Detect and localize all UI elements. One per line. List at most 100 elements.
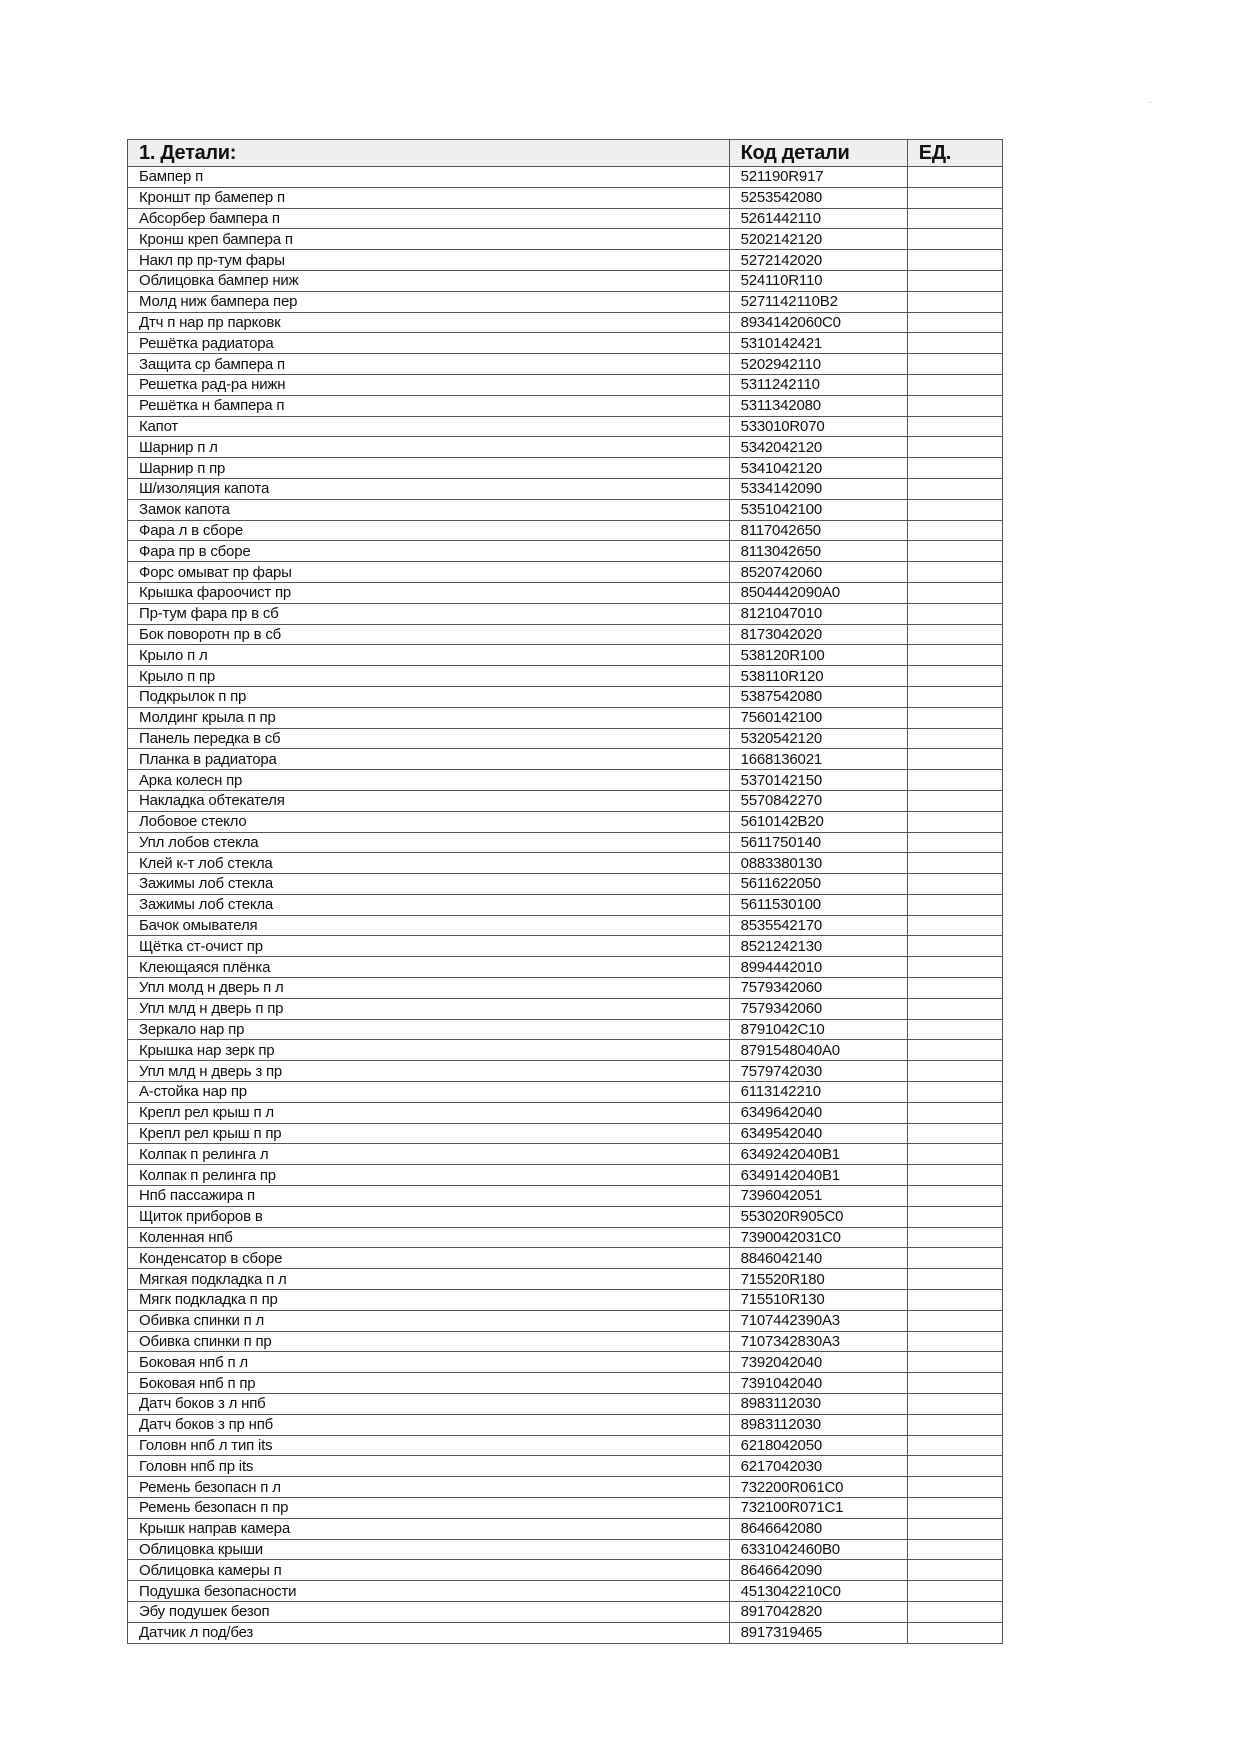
part-name-cell: Пр-тум фара пр в сб bbox=[127, 602, 730, 625]
unit-cell bbox=[906, 249, 1004, 271]
unit-cell bbox=[906, 914, 1004, 937]
unit-cell bbox=[906, 1434, 1004, 1457]
part-code-cell: 5271142110B2 bbox=[728, 290, 908, 313]
table-row: Шарнир п л 5342042120 bbox=[127, 436, 1004, 459]
unit-cell bbox=[906, 457, 1004, 479]
table-row: Облицовка камеры п 8646642090 bbox=[127, 1559, 1004, 1582]
unit-cell bbox=[906, 685, 1004, 708]
part-code-cell: 8646642080 bbox=[728, 1517, 908, 1540]
unit-cell bbox=[906, 1621, 1004, 1644]
part-code-cell: 8173042020 bbox=[728, 623, 908, 646]
table-row: Клей к-т лоб стекла 0883380130 bbox=[127, 852, 1004, 875]
unit-cell bbox=[906, 665, 1004, 687]
unit-cell bbox=[906, 1143, 1004, 1166]
part-name-cell: Крышк направ камера bbox=[127, 1517, 730, 1540]
part-code-cell: 6113142210 bbox=[728, 1081, 908, 1103]
part-name-cell: Головн нпб л тип its bbox=[127, 1434, 730, 1457]
table-row: Ш/изоляция капота 5334142090 bbox=[127, 477, 1004, 500]
part-code-cell: 5611750140 bbox=[728, 831, 908, 854]
part-name-cell: Крыло п пр bbox=[127, 665, 730, 687]
part-code-cell: 5370142150 bbox=[728, 769, 908, 791]
part-name-cell: Подушка безопасности bbox=[127, 1580, 730, 1602]
part-code-cell: 8983112030 bbox=[728, 1413, 908, 1436]
unit-cell bbox=[906, 789, 1004, 812]
unit-cell bbox=[906, 436, 1004, 459]
part-code-cell: 5610142B20 bbox=[728, 810, 908, 833]
table-row: Накладка обтекателя 5570842270 bbox=[127, 789, 1004, 812]
unit-cell bbox=[906, 1039, 1004, 1062]
part-code-cell: 538110R120 bbox=[728, 665, 908, 687]
unit-cell bbox=[906, 956, 1004, 979]
part-code-cell: 5310142421 bbox=[728, 332, 908, 355]
part-name-cell: Фара пр в сборе bbox=[127, 540, 730, 563]
part-name-cell: Молдинг крыла п пр bbox=[127, 706, 730, 729]
part-code-cell: 8504442090A0 bbox=[728, 581, 908, 604]
unit-cell bbox=[906, 581, 1004, 604]
unit-cell bbox=[906, 1372, 1004, 1395]
table-row: Арка колесн пр 5370142150 bbox=[127, 769, 1004, 791]
unit-cell bbox=[906, 311, 1004, 334]
part-code-cell: 5334142090 bbox=[728, 477, 908, 500]
unit-cell bbox=[906, 727, 1004, 750]
unit-cell bbox=[906, 706, 1004, 729]
part-code-cell: 6218042050 bbox=[728, 1434, 908, 1457]
unit-cell bbox=[906, 1247, 1004, 1270]
table-row: Бок поворотн пр в сб 8173042020 bbox=[127, 623, 1004, 646]
part-code-cell: 715510R130 bbox=[728, 1289, 908, 1311]
table-row: Защита ср бампера п 5202942110 bbox=[127, 353, 1004, 375]
table-row: Конденсатор в сборе 8846042140 bbox=[127, 1247, 1004, 1270]
unit-cell bbox=[906, 1413, 1004, 1436]
part-code-cell: 8113042650 bbox=[728, 540, 908, 563]
unit-cell bbox=[906, 519, 1004, 542]
part-name-cell: Кроншт пр бамепер п bbox=[127, 186, 730, 209]
page-speck bbox=[1150, 102, 1151, 103]
part-code-cell: 5611622050 bbox=[728, 873, 908, 895]
part-code-cell: 8521242130 bbox=[728, 935, 908, 958]
unit-cell bbox=[906, 498, 1004, 521]
part-code-cell: 7391042040 bbox=[728, 1372, 908, 1395]
part-name-cell: Головн нпб пр its bbox=[127, 1455, 730, 1478]
table-row: Подкрылок п пр 5387542080 bbox=[127, 685, 1004, 708]
part-name-cell: Лобовое стекло bbox=[127, 810, 730, 833]
part-name-cell: Мягкая подкладка п л bbox=[127, 1268, 730, 1291]
table-row: Датчик л под/без 8917319465 bbox=[127, 1621, 1004, 1644]
table-row: Крепл рел крыш п л 6349642040 bbox=[127, 1101, 1004, 1124]
part-name-cell: Дтч п нар пр парковк bbox=[127, 311, 730, 334]
part-code-cell: 7107442390A3 bbox=[728, 1309, 908, 1332]
table-row: Пр-тум фара пр в сб 8121047010 bbox=[127, 602, 1004, 625]
part-name-cell: Шарнир п пр bbox=[127, 457, 730, 479]
part-name-cell: Решетка рад-ра нижн bbox=[127, 373, 730, 396]
part-name-cell: Облицовка камеры п bbox=[127, 1559, 730, 1582]
part-name-cell: Упл млд н дверь п пр bbox=[127, 997, 730, 1020]
unit-cell bbox=[906, 1497, 1004, 1519]
table-row: Решётка н бампера п 5311342080 bbox=[127, 394, 1004, 417]
part-code-cell: 8791042C10 bbox=[728, 1018, 908, 1041]
part-code-cell: 732100R071C1 bbox=[728, 1497, 908, 1519]
table-row: Датч боков з пр нпб 8983112030 bbox=[127, 1413, 1004, 1436]
part-code-cell: 538120R100 bbox=[728, 644, 908, 667]
unit-cell bbox=[906, 415, 1004, 438]
table-row: Крепл рел крыш п пр 6349542040 bbox=[127, 1122, 1004, 1145]
part-name-cell: Обивка спинки п пр bbox=[127, 1330, 730, 1353]
table-row: Щиток приборов в 553020R905C0 bbox=[127, 1205, 1004, 1228]
table-row: Обивка спинки п л 7107442390A3 bbox=[127, 1309, 1004, 1332]
part-name-cell: Форс омыват пр фары bbox=[127, 561, 730, 583]
part-name-cell: Накладка обтекателя bbox=[127, 789, 730, 812]
part-code-cell: 7579742030 bbox=[728, 1060, 908, 1083]
part-name-cell: Ремень безопасн п пр bbox=[127, 1497, 730, 1519]
part-name-cell: Зажимы лоб стекла bbox=[127, 893, 730, 916]
table-row: Фара л в сборе 8117042650 bbox=[127, 519, 1004, 542]
part-name-cell: Решётка радиатора bbox=[127, 332, 730, 355]
part-name-cell: Конденсатор в сборе bbox=[127, 1247, 730, 1270]
part-name-cell: Крепл рел крыш п л bbox=[127, 1101, 730, 1124]
part-name-cell: Датч боков з пр нпб bbox=[127, 1413, 730, 1436]
unit-cell bbox=[906, 1122, 1004, 1145]
part-name-cell: Упл лобов стекла bbox=[127, 831, 730, 854]
part-code-cell: 5311242110 bbox=[728, 373, 908, 396]
table-row: Эбу подушек безоп 8917042820 bbox=[127, 1600, 1004, 1623]
part-code-cell: 5253542080 bbox=[728, 186, 908, 209]
table-row: Головн нпб пр its 6217042030 bbox=[127, 1455, 1004, 1478]
table-row: Клеющаяся плёнка 8994442010 bbox=[127, 956, 1004, 979]
part-code-cell: 7390042031C0 bbox=[728, 1226, 908, 1249]
table-row: Упл млд н дверь з пр 7579742030 bbox=[127, 1060, 1004, 1083]
